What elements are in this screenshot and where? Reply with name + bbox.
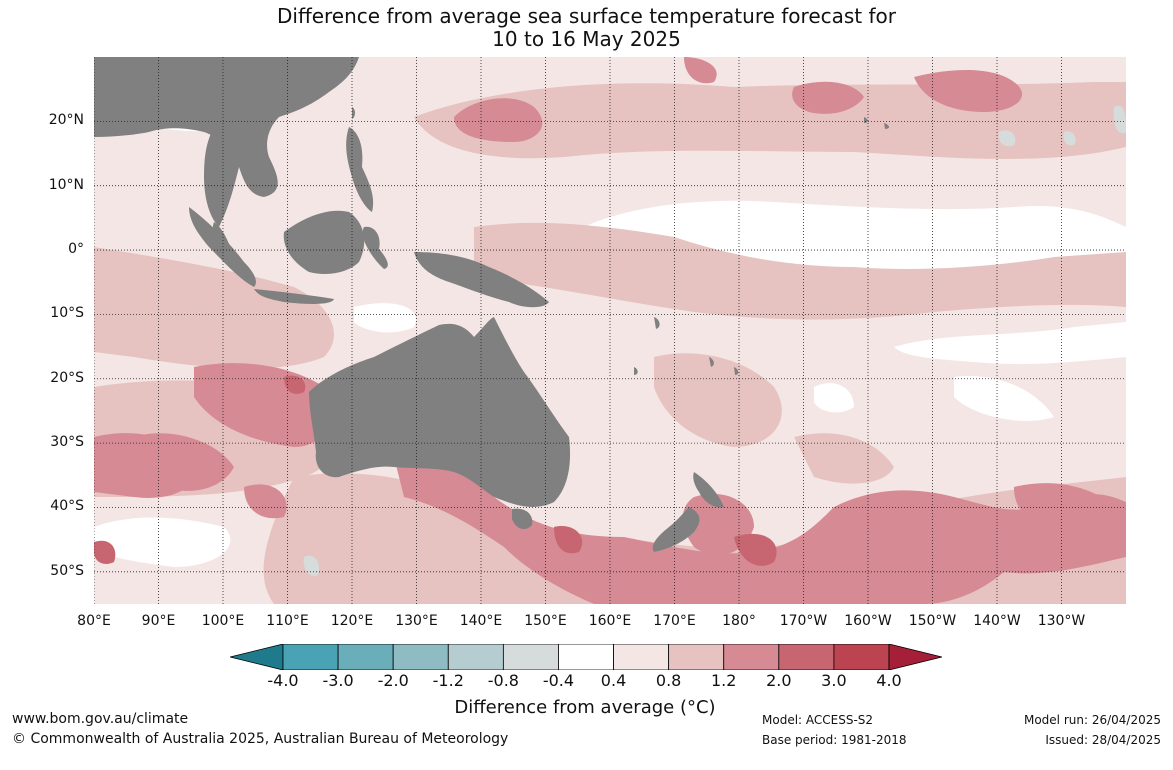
map-canvas xyxy=(94,57,1126,604)
colorbar-swatch xyxy=(558,644,614,670)
colorbar-tick-label: 1.2 xyxy=(710,671,737,690)
longitude-label: 80°E xyxy=(77,613,111,629)
colorbar-tick-label: 3.0 xyxy=(821,671,847,690)
colorbar-tick-label: 0.8 xyxy=(655,671,682,690)
longitude-label: 160°W xyxy=(844,613,892,629)
colorbar-tick-label: -1.2 xyxy=(432,671,464,690)
colorbar-tick-label: -0.4 xyxy=(542,671,575,690)
land-masses xyxy=(94,57,890,552)
latitude-label: 0° xyxy=(68,241,84,258)
footer-base-period: Base period: 1981-2018 xyxy=(762,733,907,747)
latitude-label: 20°S xyxy=(50,369,84,386)
longitude-label: 110°E xyxy=(266,613,309,629)
colorbar-swatch xyxy=(613,644,670,670)
indochina xyxy=(204,127,241,227)
longitude-label: 140°W xyxy=(973,613,1021,629)
sumatra xyxy=(189,207,256,287)
tasmania xyxy=(512,508,533,530)
philippines xyxy=(346,127,374,212)
map-title-line-1: Difference from average sea surface temp… xyxy=(276,4,896,28)
colorbar-tick-label: -0.8 xyxy=(487,671,519,690)
borneo xyxy=(283,210,365,274)
longitude-label: 130°W xyxy=(1037,613,1086,629)
latitude-label: 40°S xyxy=(50,498,84,515)
colorbar-swatch xyxy=(447,644,504,670)
taiwan xyxy=(352,107,355,119)
colorbar-title: Difference from average (°C) xyxy=(454,697,716,718)
longitude-label: 140°E xyxy=(459,613,503,629)
colorbar-tick-label: -4.0 xyxy=(267,671,299,690)
map-gridlines xyxy=(94,57,1126,604)
longitude-label: 130°E xyxy=(395,613,438,629)
footer-copyright: © Commonwealth of Australia 2025, Austra… xyxy=(12,731,509,747)
colorbar-tick-label: 4.0 xyxy=(876,671,902,690)
footer-website: www.bom.gov.au/climate xyxy=(12,711,189,727)
footer-issued: Issued: 28/04/2025 xyxy=(1045,733,1161,747)
longitude-label: 150°E xyxy=(524,613,567,629)
anomaly-warm-areas-strong xyxy=(94,375,777,566)
latitude-label: 10°N xyxy=(48,176,84,193)
longitude-label: 150°W xyxy=(908,613,957,629)
longitude-label: 100°E xyxy=(201,613,245,629)
colorbar-swatch xyxy=(778,644,835,670)
colorbar-tick-label: 2.0 xyxy=(766,671,792,690)
colorbar-tick-label: -3.0 xyxy=(322,671,354,690)
longitude-label: 90°E xyxy=(141,613,176,629)
colorbar-swatch xyxy=(668,644,725,670)
latitude-label: 30°S xyxy=(50,434,84,451)
sulawesi xyxy=(362,226,388,269)
new-guinea xyxy=(414,252,549,308)
new-zealand-south xyxy=(652,507,700,552)
java xyxy=(254,289,334,304)
colorbar-swatch xyxy=(833,644,890,670)
longitude-label: 120°E xyxy=(330,613,374,629)
colorbar-swatch xyxy=(337,644,394,670)
colorbar xyxy=(230,644,942,670)
latitude-label: 20°N xyxy=(48,112,84,129)
longitude-label: 160°E xyxy=(588,613,632,629)
sst-anomaly-map xyxy=(94,57,1126,604)
longitude-label: 180° xyxy=(722,613,756,629)
colorbar-tick-label: 0.4 xyxy=(600,671,627,690)
colorbar-swatch xyxy=(502,644,559,670)
colorbar-swatch xyxy=(282,644,339,670)
asia-mainland xyxy=(94,57,359,197)
footer-model-run: Model run: 26/04/2025 xyxy=(1023,713,1161,727)
map-title-line-2: 10 to 16 May 2025 xyxy=(492,27,681,51)
longitude-label: 170°W xyxy=(779,613,828,629)
colorbar-swatch xyxy=(723,644,780,670)
colorbar-tick-label: -2.0 xyxy=(377,671,409,690)
colorbar-max-extension xyxy=(888,644,942,670)
latitude-label: 10°S xyxy=(50,305,84,322)
anomaly-cool-areas xyxy=(303,105,1126,576)
colorbar-min-extension xyxy=(230,644,284,670)
new-zealand-north xyxy=(693,472,724,508)
colorbar-swatch xyxy=(392,644,449,670)
australia xyxy=(309,317,571,507)
latitude-label: 50°S xyxy=(50,562,84,579)
footer-model: Model: ACCESS-S2 xyxy=(762,713,874,727)
longitude-label: 170°E xyxy=(653,613,696,629)
anomaly-warm-areas-medium xyxy=(94,57,1126,604)
